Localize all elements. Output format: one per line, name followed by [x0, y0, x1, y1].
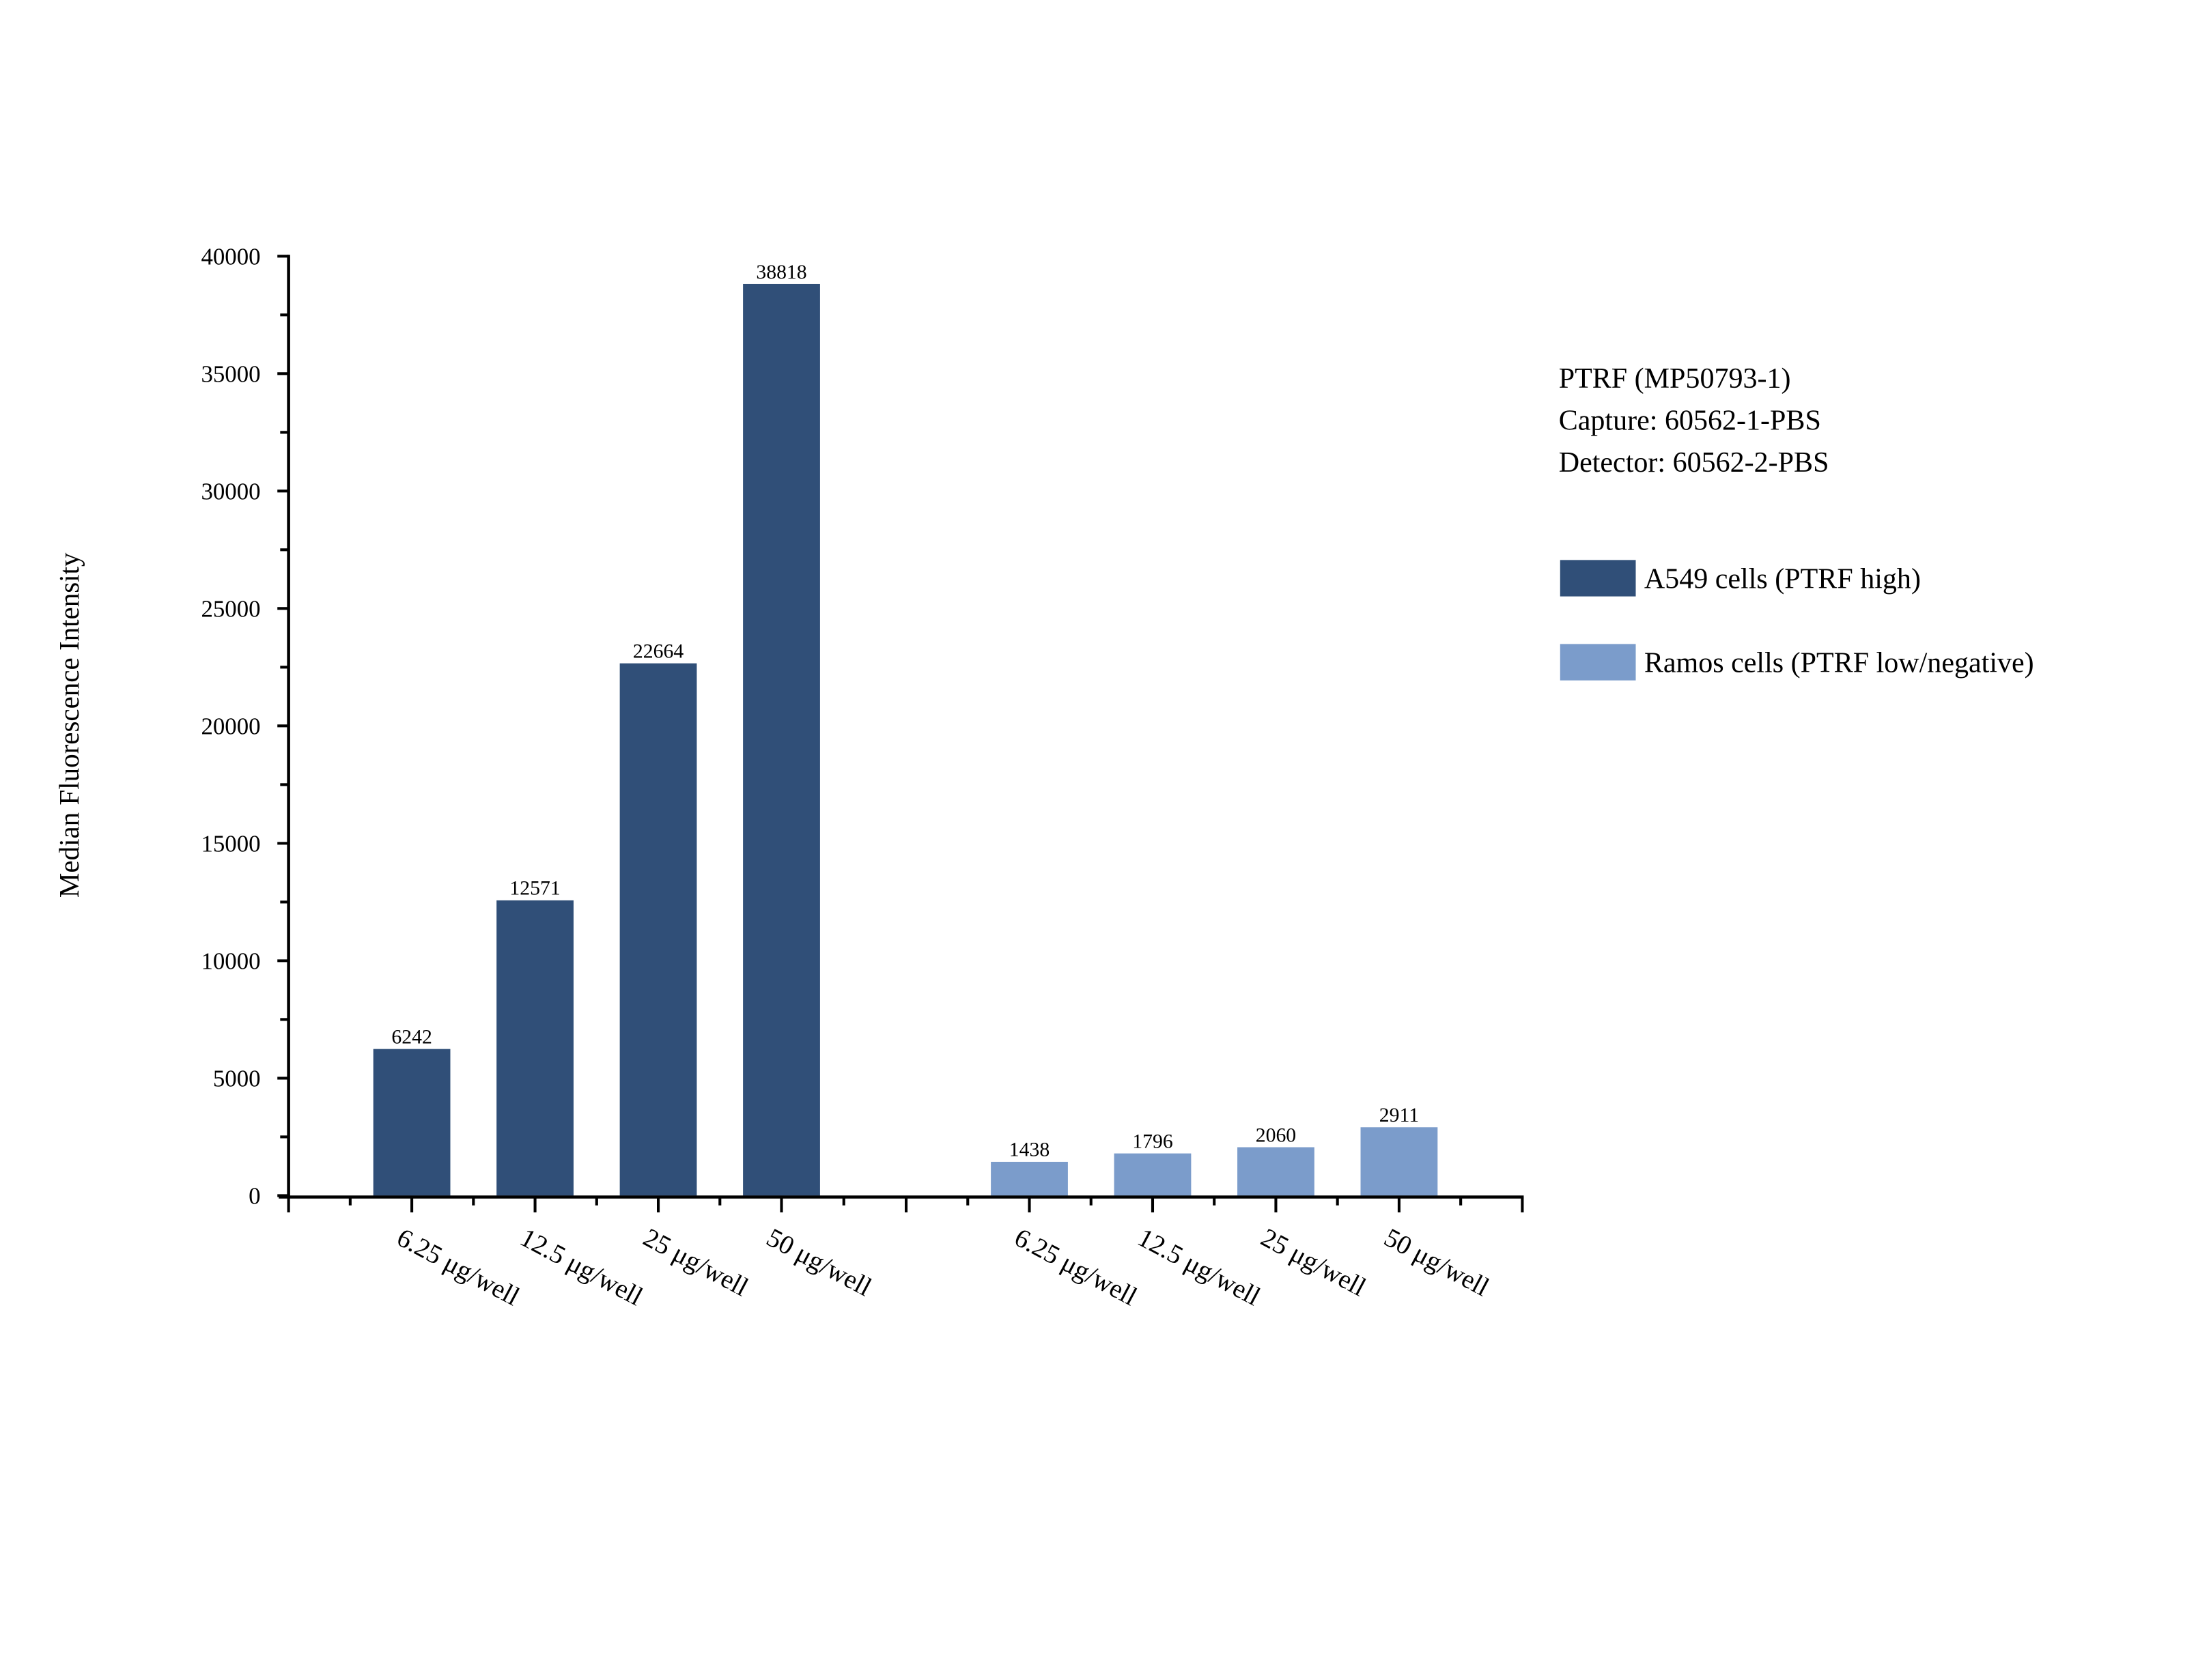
legend-label-ramos: Ramos cells (PTRF low/negative) — [1644, 647, 2034, 679]
info-capture: Capture: 60562-1-PBS — [1559, 405, 1821, 437]
y-axis-ticks: 0 5000 10000 15000 20000 25000 30000 35000 40000 — [201, 244, 289, 1210]
y-tick-label: 10000 — [201, 948, 260, 975]
y-tick-label: 30000 — [201, 479, 260, 505]
legend-item-ramos: Ramos cells (PTRF low/negative) — [1560, 644, 2034, 681]
legend: A549 cells (PTRF high) Ramos cells (PTRF… — [1560, 560, 2034, 681]
y-tick-label: 20000 — [201, 713, 260, 740]
bar-ramos — [991, 1161, 1068, 1196]
bar-ramos — [1237, 1147, 1314, 1196]
y-tick-label: 15000 — [201, 831, 260, 857]
bar-value-label: 22664 — [633, 641, 684, 663]
info-box: PTRF (MP50793-1) Capture: 60562-1-PBS De… — [1559, 363, 1829, 479]
legend-label-a549: A549 cells (PTRF high) — [1644, 563, 1921, 595]
y-tick-label: 35000 — [201, 361, 260, 388]
bar-value-label: 2060 — [1256, 1124, 1296, 1146]
bar-value-label: 2911 — [1379, 1105, 1419, 1126]
bar-a549 — [496, 900, 574, 1196]
bar-value-label: 12571 — [509, 878, 560, 900]
bar-ramos — [1114, 1153, 1192, 1196]
bar-a549 — [743, 283, 820, 1196]
y-tick-label: 0 — [249, 1183, 260, 1210]
info-detector: Detector: 60562-2-PBS — [1559, 447, 1829, 479]
y-tick-label: 40000 — [201, 244, 260, 270]
legend-swatch-a549 — [1560, 560, 1636, 597]
bars: 6242 12571 22664 38818 1438 1796 2060 2911 — [373, 261, 1438, 1196]
bar-ramos — [1360, 1127, 1438, 1196]
info-antibody: PTRF (MP50793-1) — [1559, 363, 1791, 395]
bar-a549 — [619, 663, 697, 1196]
bar-value-label: 6242 — [391, 1026, 432, 1048]
bar-a549 — [373, 1049, 451, 1196]
bar-value-label: 38818 — [756, 261, 806, 283]
y-tick-label: 25000 — [201, 596, 260, 623]
bar-value-label: 1796 — [1132, 1130, 1172, 1152]
legend-swatch-ramos — [1560, 644, 1636, 681]
y-tick-label: 5000 — [213, 1066, 261, 1092]
legend-item-a549: A549 cells (PTRF high) — [1560, 560, 1921, 597]
y-axis-title: Median Fluorescence Intensity — [53, 552, 85, 898]
bar-value-label: 1438 — [1009, 1139, 1050, 1161]
